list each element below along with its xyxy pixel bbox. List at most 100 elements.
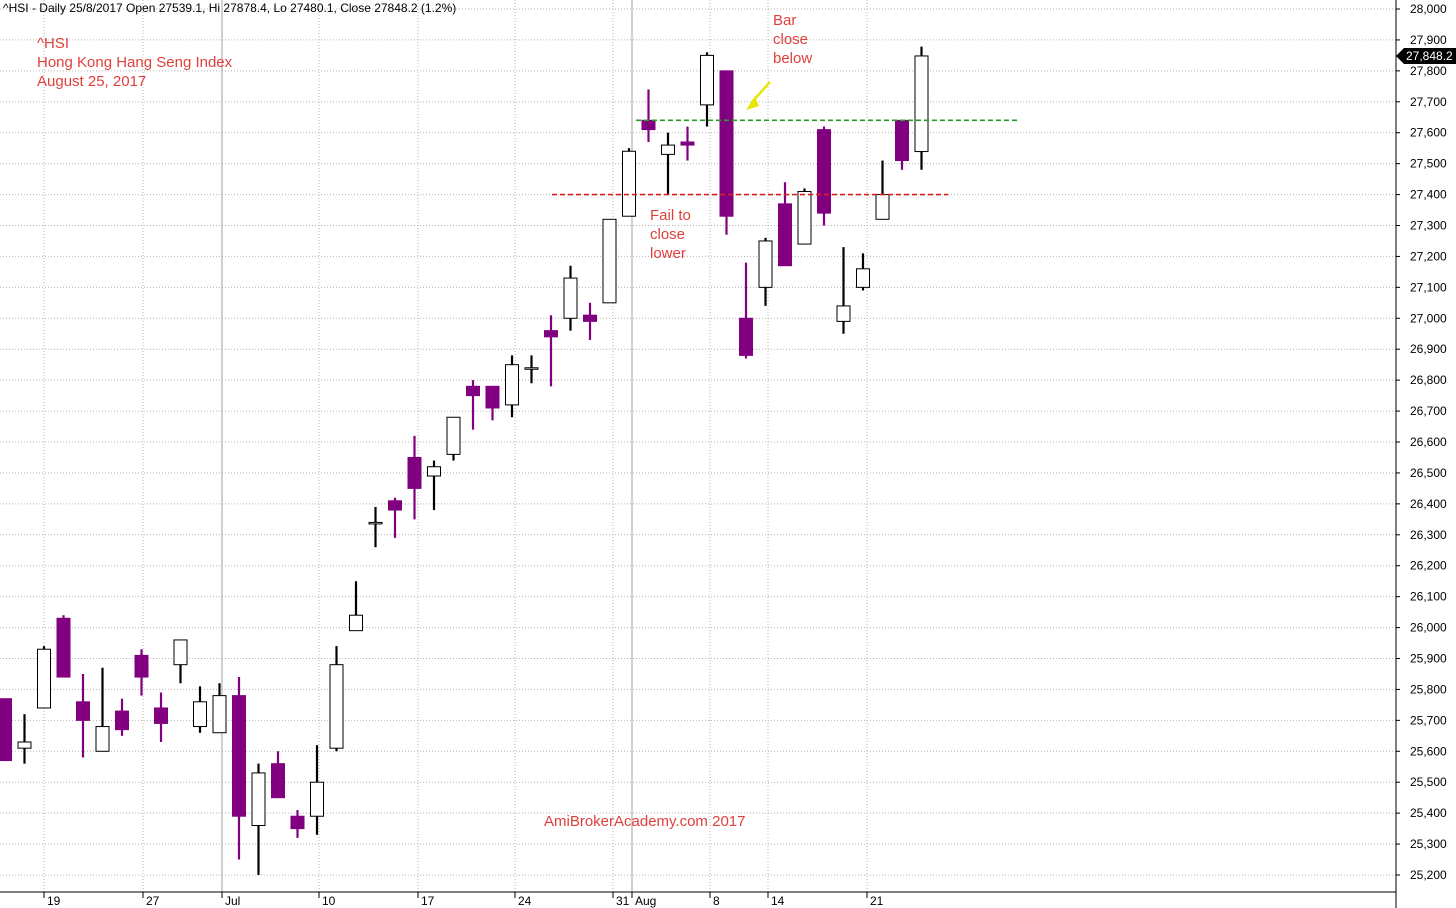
candle-body: [758, 240, 773, 288]
candle: [583, 302, 597, 340]
y-tick-label: 26,700: [1410, 404, 1447, 418]
candle-body: [329, 664, 344, 749]
candle: [407, 435, 422, 520]
candle: [485, 385, 500, 421]
y-tick-label: 25,300: [1410, 837, 1447, 851]
x-tick-label: Aug: [635, 894, 656, 908]
y-tick-label: 27,400: [1410, 188, 1447, 202]
candle-body: [524, 367, 539, 370]
candle-body: [836, 305, 851, 322]
y-tick-label: 26,000: [1410, 621, 1447, 635]
candle-body: [427, 466, 441, 477]
candle: [739, 262, 753, 359]
candle-body: [76, 701, 90, 721]
candle: [310, 745, 324, 835]
candle: [56, 615, 71, 678]
candle-body: [193, 701, 207, 728]
y-tick-label: 25,600: [1410, 744, 1447, 758]
candle: [758, 237, 773, 306]
last-price-marker: 27,848.2: [1396, 47, 1456, 64]
candle: [836, 247, 851, 334]
candle: [524, 355, 539, 384]
y-tick-label: 27,300: [1410, 219, 1447, 233]
candle-body: [544, 330, 558, 338]
yellow-arrow-icon: [746, 81, 771, 110]
last-price-badge: [1396, 47, 1456, 64]
y-tick-label: 26,100: [1410, 590, 1447, 604]
candle: [680, 126, 695, 161]
x-tick-label: 19: [47, 894, 61, 908]
candle-body: [271, 763, 285, 799]
candle: [700, 52, 714, 127]
candle: [0, 698, 12, 762]
candle-body: [154, 707, 168, 724]
annotation-fail-line1: Fail to: [650, 207, 691, 224]
y-tick-label: 27,200: [1410, 249, 1447, 263]
candle: [466, 380, 480, 430]
annotation-fail-line2: close: [650, 226, 685, 243]
y-axis-ticks: 25,200 25,300 25,400 25,500 25,600 25,700 25,8…: [1396, 2, 1447, 882]
y-tick-label: 25,900: [1410, 652, 1447, 666]
candle-body: [622, 150, 636, 217]
candle: [193, 686, 207, 733]
x-tick-label: 17: [421, 894, 435, 908]
candle: [563, 265, 578, 331]
candle-body: [505, 364, 519, 406]
y-tick-label: 26,400: [1410, 497, 1447, 511]
candle-body: [466, 385, 480, 397]
x-axis-ticks: 19 27 Jul 10 17 24 31 Aug 8 14 21: [43, 892, 884, 908]
candle: [661, 132, 675, 195]
candle-body: [56, 617, 71, 678]
candle-body: [914, 55, 929, 153]
x-tick-label: 8: [713, 894, 720, 908]
y-tick-label: 26,500: [1410, 466, 1447, 480]
candle: [817, 126, 831, 226]
candle-body: [563, 277, 578, 319]
watermark: AmiBrokerAcademy.com 2017: [544, 813, 745, 830]
candle-body: [875, 194, 890, 220]
y-tick-label: 25,800: [1410, 682, 1447, 696]
candle: [329, 646, 344, 752]
x-tick-label: 27: [146, 894, 160, 908]
candle-body: [602, 218, 617, 304]
y-tick-label: 27,100: [1410, 280, 1447, 294]
candle: [232, 677, 246, 860]
candle-body: [446, 416, 461, 455]
y-tick-label: 25,700: [1410, 713, 1447, 727]
annotation-bar-line3: below: [773, 50, 812, 67]
y-tick-label: 28,000: [1410, 2, 1447, 16]
candle: [290, 810, 305, 838]
candle-body: [856, 268, 870, 288]
candle: [115, 698, 129, 736]
candle-body: [817, 129, 831, 214]
annotation-fail-line3: lower: [650, 245, 686, 262]
candle-body: [134, 654, 149, 678]
candle: [173, 639, 188, 684]
candle-body: [310, 781, 324, 817]
candle: [544, 315, 558, 387]
candle: [95, 667, 110, 752]
candle-body: [778, 203, 792, 267]
candle-body: [349, 614, 363, 632]
candle: [388, 497, 402, 538]
candle-body: [368, 521, 383, 525]
y-tick-label: 26,900: [1410, 342, 1447, 356]
candle: [856, 253, 870, 291]
y-tick-label: 27,000: [1410, 311, 1447, 325]
title-name: Hong Kong Hang Seng Index: [37, 54, 233, 71]
x-tick-label: 24: [518, 894, 532, 908]
candle-body: [797, 190, 812, 245]
candle: [778, 182, 792, 267]
candle: [368, 506, 383, 548]
annotation-bar-line2: close: [773, 31, 808, 48]
candle-body: [388, 500, 402, 511]
y-tick-label: 27,600: [1410, 126, 1447, 140]
candle-body: [212, 695, 227, 734]
candle: [446, 416, 461, 461]
candle: [271, 751, 285, 799]
candle: [17, 714, 32, 764]
candle: [895, 119, 909, 170]
candle-body: [251, 772, 266, 827]
candle: [622, 148, 636, 217]
